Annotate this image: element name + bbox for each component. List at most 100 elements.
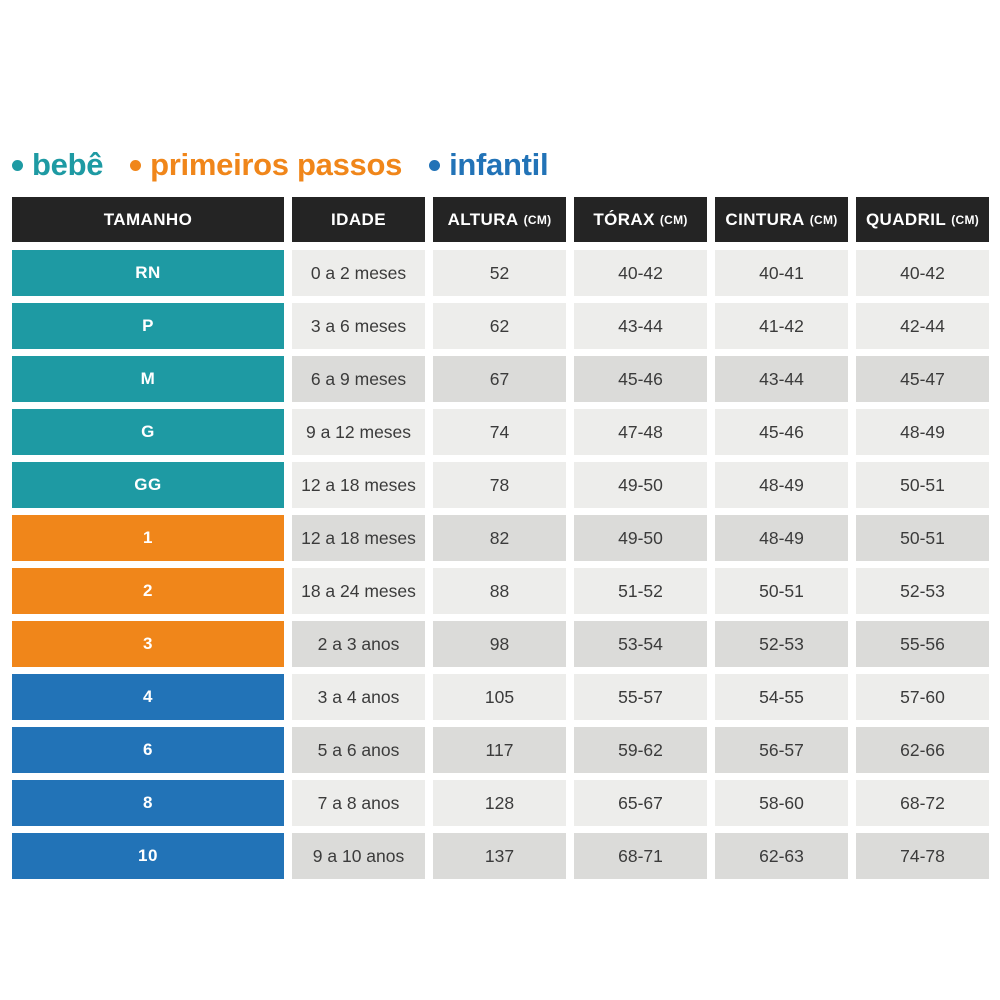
header-unit: (CM)	[809, 212, 838, 227]
idade-cell: 6 a 9 meses	[292, 356, 425, 402]
idade-cell: 2 a 3 anos	[292, 621, 425, 667]
table-row: 4 3 a 4 anos 105 55-57 54-55 57-60	[12, 674, 989, 720]
column-header-quadril: QUADRIL (CM)	[856, 197, 989, 242]
column-header-tamanho: TAMANHO	[12, 197, 284, 242]
cintura-cell: 54-55	[715, 674, 848, 720]
altura-cell: 98	[433, 621, 566, 667]
altura-cell: 62	[433, 303, 566, 349]
cintura-cell: 50-51	[715, 568, 848, 614]
cintura-cell: 45-46	[715, 409, 848, 455]
cintura-cell: 62-63	[715, 833, 848, 879]
table-row: 8 7 a 8 anos 128 65-67 58-60 68-72	[12, 780, 989, 826]
quadril-cell: 52-53	[856, 568, 989, 614]
quadril-cell: 48-49	[856, 409, 989, 455]
torax-cell: 65-67	[574, 780, 707, 826]
altura-cell: 128	[433, 780, 566, 826]
size-cell: 8	[12, 780, 284, 826]
torax-cell: 45-46	[574, 356, 707, 402]
header-label: QUADRIL	[865, 209, 947, 229]
idade-cell: 12 a 18 meses	[292, 515, 425, 561]
altura-cell: 137	[433, 833, 566, 879]
quadril-cell: 40-42	[856, 250, 989, 296]
header-unit: (CM)	[659, 212, 688, 227]
column-header-idade: IDADE	[292, 197, 425, 242]
quadril-cell: 50-51	[856, 515, 989, 561]
size-cell: 4	[12, 674, 284, 720]
torax-cell: 49-50	[574, 462, 707, 508]
size-cell: 10	[12, 833, 284, 879]
header-label: ALTURA	[447, 209, 519, 229]
table-header-row: TAMANHO IDADE ALTURA (CM) TÓRAX (CM) CINTU…	[12, 197, 989, 242]
torax-cell: 40-42	[574, 250, 707, 296]
size-cell: RN	[12, 250, 284, 296]
bullet-icon	[429, 159, 441, 171]
table-row: 10 9 a 10 anos 137 68-71 62-63 74-78	[12, 833, 989, 879]
torax-cell: 47-48	[574, 409, 707, 455]
idade-cell: 0 a 2 meses	[292, 250, 425, 296]
column-header-cintura: CINTURA (CM)	[715, 197, 848, 242]
altura-cell: 117	[433, 727, 566, 773]
table-row: 1 12 a 18 meses 82 49-50 48-49 50-51	[12, 515, 989, 561]
size-cell: 6	[12, 727, 284, 773]
cintura-cell: 43-44	[715, 356, 848, 402]
table-row: GG 12 a 18 meses 78 49-50 48-49 50-51	[12, 462, 989, 508]
size-cell: 3	[12, 621, 284, 667]
bullet-icon	[130, 159, 142, 171]
column-header-altura: ALTURA (CM)	[433, 197, 566, 242]
torax-cell: 49-50	[574, 515, 707, 561]
size-cell: 1	[12, 515, 284, 561]
quadril-cell: 74-78	[856, 833, 989, 879]
altura-cell: 74	[433, 409, 566, 455]
legend-label: infantil	[449, 147, 549, 182]
idade-cell: 9 a 12 meses	[292, 409, 425, 455]
cintura-cell: 41-42	[715, 303, 848, 349]
torax-cell: 68-71	[574, 833, 707, 879]
header-unit: (CM)	[523, 212, 552, 227]
table-row: 6 5 a 6 anos 117 59-62 56-57 62-66	[12, 727, 989, 773]
quadril-cell: 55-56	[856, 621, 989, 667]
size-cell: G	[12, 409, 284, 455]
cintura-cell: 56-57	[715, 727, 848, 773]
size-cell: 2	[12, 568, 284, 614]
table-row: 3 2 a 3 anos 98 53-54 52-53 55-56	[12, 621, 989, 667]
quadril-cell: 50-51	[856, 462, 989, 508]
quadril-cell: 42-44	[856, 303, 989, 349]
idade-cell: 3 a 6 meses	[292, 303, 425, 349]
size-cell: P	[12, 303, 284, 349]
table-row: RN 0 a 2 meses 52 40-42 40-41 40-42	[12, 250, 989, 296]
header-label: IDADE	[331, 209, 386, 229]
torax-cell: 59-62	[574, 727, 707, 773]
cintura-cell: 40-41	[715, 250, 848, 296]
table-row: 2 18 a 24 meses 88 51-52 50-51 52-53	[12, 568, 989, 614]
altura-cell: 52	[433, 250, 566, 296]
size-cell: GG	[12, 462, 284, 508]
quadril-cell: 62-66	[856, 727, 989, 773]
quadril-cell: 45-47	[856, 356, 989, 402]
idade-cell: 3 a 4 anos	[292, 674, 425, 720]
column-header-torax: TÓRAX (CM)	[574, 197, 707, 242]
altura-cell: 67	[433, 356, 566, 402]
legend-label: primeiros passos	[150, 147, 403, 182]
torax-cell: 43-44	[574, 303, 707, 349]
cintura-cell: 48-49	[715, 462, 848, 508]
cintura-cell: 48-49	[715, 515, 848, 561]
idade-cell: 5 a 6 anos	[292, 727, 425, 773]
idade-cell: 18 a 24 meses	[292, 568, 425, 614]
header-label: CINTURA	[725, 209, 805, 229]
altura-cell: 78	[433, 462, 566, 508]
idade-cell: 7 a 8 anos	[292, 780, 425, 826]
table-row: G 9 a 12 meses 74 47-48 45-46 48-49	[12, 409, 989, 455]
header-unit: (CM)	[951, 212, 980, 227]
torax-cell: 55-57	[574, 674, 707, 720]
legend-item-infantil: infantil	[429, 147, 549, 183]
torax-cell: 53-54	[574, 621, 707, 667]
cintura-cell: 58-60	[715, 780, 848, 826]
table-row: M 6 a 9 meses 67 45-46 43-44 45-47	[12, 356, 989, 402]
altura-cell: 105	[433, 674, 566, 720]
legend: bebê primeiros passos infantil	[12, 146, 989, 184]
torax-cell: 51-52	[574, 568, 707, 614]
bullet-icon	[12, 159, 23, 171]
legend-label: bebê	[32, 147, 104, 182]
idade-cell: 12 a 18 meses	[292, 462, 425, 508]
